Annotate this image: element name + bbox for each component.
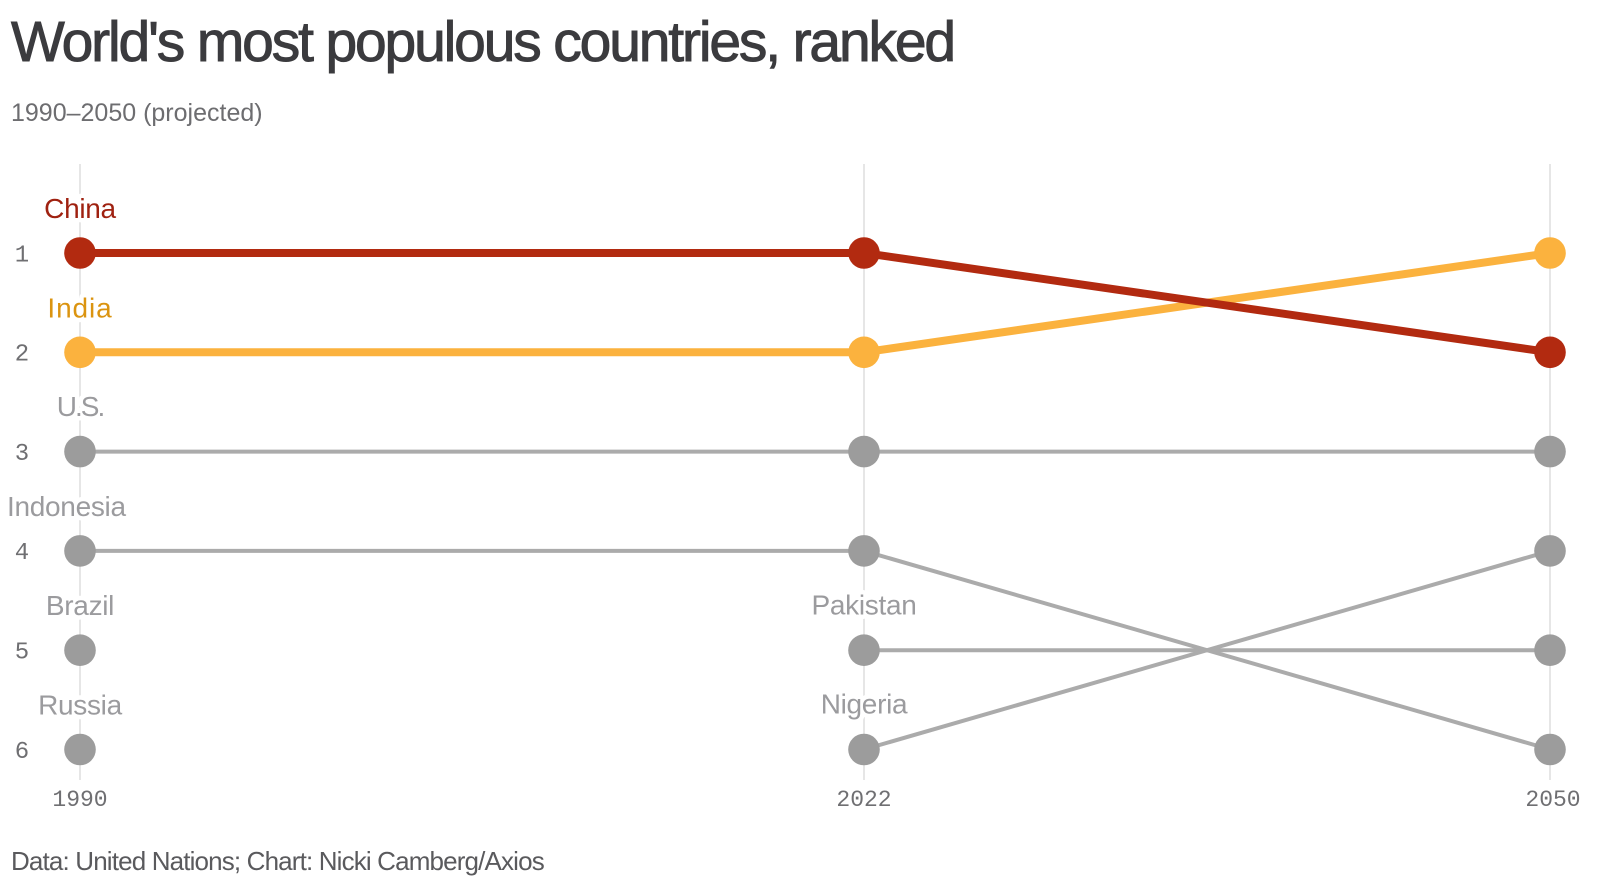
svg-text:China: China bbox=[44, 193, 116, 224]
svg-text:U.S.: U.S. bbox=[57, 391, 104, 422]
svg-text:1990–2050 (projected): 1990–2050 (projected) bbox=[11, 99, 263, 127]
svg-text:4: 4 bbox=[15, 540, 29, 567]
svg-text:Nigeria: Nigeria bbox=[821, 689, 908, 720]
svg-text:Data: United Nations; Chart: N: Data: United Nations; Chart: Nicki Cambe… bbox=[11, 846, 545, 876]
svg-text:World's most populous countrie: World's most populous countries, ranked bbox=[11, 10, 954, 74]
svg-text:1990: 1990 bbox=[52, 787, 107, 813]
svg-text:3: 3 bbox=[15, 441, 29, 468]
svg-text:2: 2 bbox=[15, 342, 29, 369]
svg-text:Pakistan: Pakistan bbox=[812, 589, 917, 620]
svg-text:2050: 2050 bbox=[1525, 787, 1580, 813]
svg-text:5: 5 bbox=[15, 640, 29, 667]
svg-text:Russia: Russia bbox=[38, 690, 123, 721]
svg-text:Brazil: Brazil bbox=[46, 590, 114, 621]
svg-text:Indonesia: Indonesia bbox=[7, 491, 126, 522]
svg-text:India: India bbox=[47, 292, 112, 323]
svg-text:1: 1 bbox=[15, 242, 29, 269]
svg-text:2022: 2022 bbox=[836, 787, 891, 813]
svg-text:6: 6 bbox=[15, 739, 29, 766]
